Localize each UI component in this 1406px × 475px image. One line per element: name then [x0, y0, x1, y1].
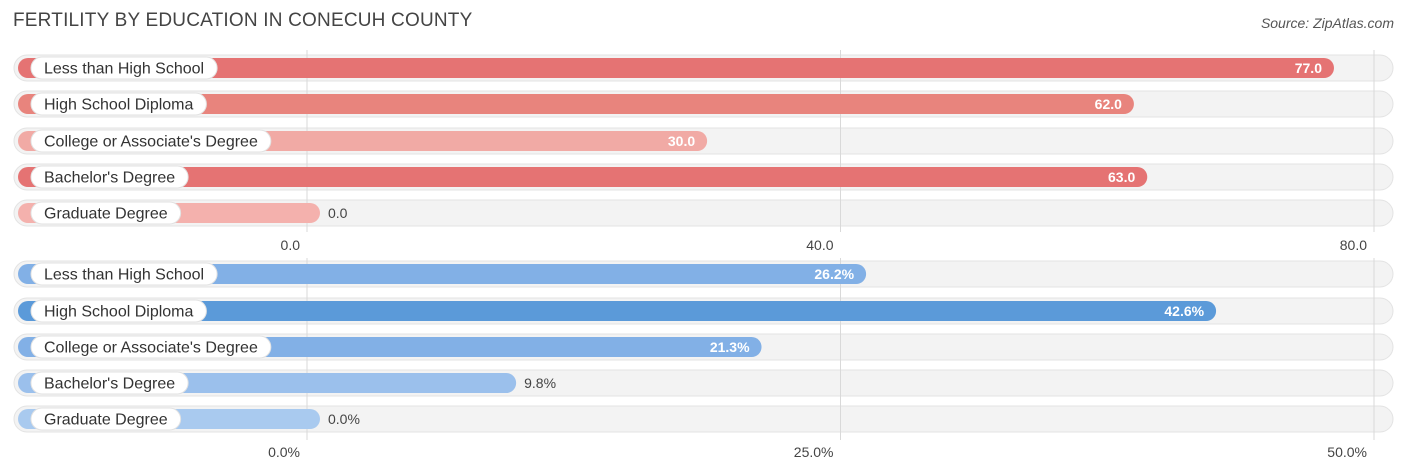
- tick-label: 50.0%: [1327, 444, 1367, 460]
- category-pill: [30, 92, 207, 116]
- value-label: 9.8%: [524, 375, 556, 391]
- chart-title: Fertility by Education in Conecuh County: [13, 10, 473, 31]
- tick-label: 80.0: [1340, 237, 1367, 253]
- bar: [18, 301, 1217, 321]
- category-pill: [30, 129, 272, 153]
- tick-label: 0.0: [281, 237, 301, 253]
- value-label: 21.3%: [710, 339, 750, 355]
- value-label: 0.0%: [328, 411, 360, 427]
- row-track: [13, 199, 1394, 227]
- value-label: 63.0: [1108, 169, 1135, 185]
- category-pill: [30, 371, 189, 395]
- category-pill: [30, 56, 218, 80]
- value-label: 42.6%: [1164, 303, 1204, 319]
- chart-panel-1: Less than High School 77.0 High School Dip…: [13, 50, 1394, 253]
- row-track: [13, 405, 1394, 433]
- category-label: Graduate Degree: [44, 206, 168, 223]
- category-label: Less than High School: [44, 267, 204, 284]
- tick-label: 25.0%: [794, 444, 834, 460]
- category-pill: [30, 407, 182, 431]
- tick-label: 40.0: [806, 237, 833, 253]
- category-label: Bachelor's Degree: [44, 376, 175, 393]
- bar: [18, 264, 867, 284]
- value-label: 62.0: [1095, 96, 1122, 112]
- category-label: Bachelor's Degree: [44, 170, 175, 187]
- value-label: 77.0: [1295, 60, 1322, 76]
- category-pill: [30, 165, 189, 189]
- tick-label: 0.0%: [268, 444, 300, 460]
- category-label: College or Associate's Degree: [44, 134, 258, 151]
- category-label: Less than High School: [44, 61, 204, 78]
- value-label: 0.0: [328, 205, 348, 221]
- category-label: Graduate Degree: [44, 412, 168, 429]
- value-label: 30.0: [668, 133, 695, 149]
- chart-panel-2: Less than High School 26.2% High School Di…: [13, 258, 1394, 460]
- category-pill: [30, 201, 182, 225]
- bar: [18, 167, 1148, 187]
- category-label: College or Associate's Degree: [44, 340, 258, 357]
- category-pill: [30, 299, 207, 323]
- bar: [18, 58, 1334, 78]
- category-label: High School Diploma: [44, 97, 194, 114]
- category-label: High School Diploma: [44, 304, 194, 321]
- category-pill: [30, 262, 218, 286]
- source-credit: Source: ZipAtlas.com: [1260, 15, 1394, 31]
- value-label: 26.2%: [814, 266, 854, 282]
- bar: [18, 94, 1134, 114]
- category-pill: [30, 335, 272, 359]
